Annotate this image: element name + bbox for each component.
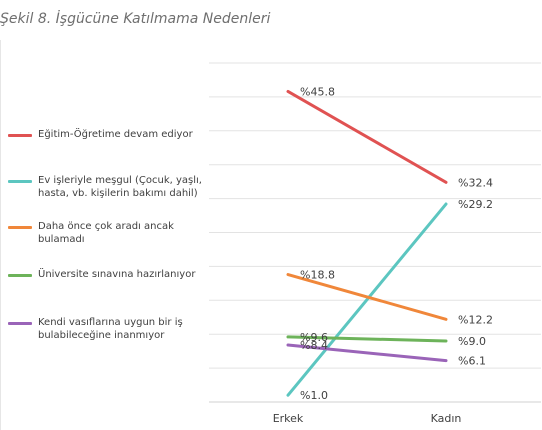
legend-swatch-egitim xyxy=(8,134,32,137)
x-tick-label-kadin: Kadın xyxy=(431,412,462,425)
legend-item-universite: Üniversite sınavına hazırlanıyor xyxy=(8,268,208,281)
legend-label-egitim: Eğitim-Öğretime devam ediyor xyxy=(38,129,193,140)
figure-title: Şekil 8. İşgücüne Katılmama Nedenleri xyxy=(0,11,271,27)
legend-swatch-ev-isleri xyxy=(8,180,32,183)
x-tick-label-erkek: Erkek xyxy=(273,412,304,425)
data-label-egitim-erkek: %45.8 xyxy=(300,85,335,98)
data-label-universite-erkek: %9.6 xyxy=(300,331,328,344)
data-label-ev-isleri-kadin: %29.2 xyxy=(458,198,493,211)
data-label-is-arama-kadin: %12.2 xyxy=(458,313,493,326)
legend-label-universite: Üniversite sınavına hazırlanıyor xyxy=(38,269,196,280)
legend-label-ev-isleri: Ev işleriyle meşgul (Çocuk, yaşlı, hasta… xyxy=(38,175,202,199)
legend-swatch-vasif xyxy=(8,322,32,325)
chart-area xyxy=(0,40,542,430)
data-label-is-arama-erkek: %18.8 xyxy=(300,269,335,282)
legend-label-is-arama: Daha önce çok aradı ancak bulamadı xyxy=(38,221,174,245)
legend-swatch-universite xyxy=(8,274,32,277)
legend-swatch-is-arama xyxy=(8,226,32,229)
data-label-egitim-kadin: %32.4 xyxy=(458,176,493,189)
legend-item-egitim: Eğitim-Öğretime devam ediyor xyxy=(8,128,208,141)
series-line-vasif xyxy=(286,343,448,363)
data-label-vasif-erkek: %8.4 xyxy=(300,339,328,352)
legend-item-is-arama: Daha önce çok aradı ancak bulamadı xyxy=(8,220,208,246)
series-line-is-arama xyxy=(286,273,448,321)
legend-item-vasif: Kendi vasıflarına uygun bir iş bulabilec… xyxy=(8,316,208,342)
legend-item-ev-isleri: Ev işleriyle meşgul (Çocuk, yaşlı, hasta… xyxy=(8,174,208,200)
legend-label-vasif: Kendi vasıflarına uygun bir iş bulabilec… xyxy=(38,317,183,341)
data-label-universite-kadin: %9.0 xyxy=(458,335,486,348)
data-label-vasif-kadin: %6.1 xyxy=(458,355,486,368)
series-line-egitim xyxy=(286,89,448,184)
series-line-universite xyxy=(286,335,448,343)
series-line-ev-isleri xyxy=(286,202,448,397)
data-label-ev-isleri-erkek: %1.0 xyxy=(300,389,328,402)
